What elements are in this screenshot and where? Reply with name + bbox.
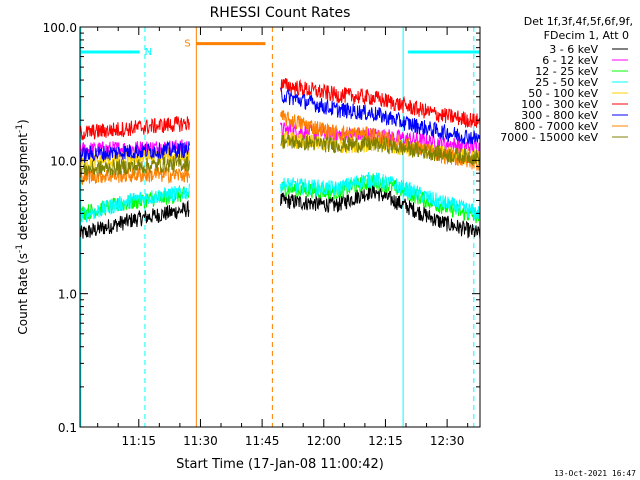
legend-label-3: 25 - 50 keV (535, 76, 598, 89)
series-line-6 (79, 87, 481, 164)
state-segments: SN (80, 39, 480, 58)
y-axis-label-main: Count Rate (s (16, 253, 30, 335)
legend-header-line-2: FDecim 1, Att 0 (544, 29, 629, 42)
series-line-8 (79, 134, 481, 178)
x-tick-label-2: 11:45 (245, 434, 280, 448)
x-tick-label-3: 12:00 (306, 434, 341, 448)
legend-label-7: 800 - 7000 keV (514, 120, 598, 133)
legend-label-6: 300 - 800 keV (521, 109, 598, 122)
axes: 0.1 1.0 10.0 100.0 11:15 11:30 11:45 12:00 12:15… (43, 21, 480, 448)
legend-label-5: 100 - 300 keV (521, 98, 598, 111)
y-tick-label-2: 10.0 (50, 154, 77, 168)
y-tick-label-3: 100.0 (43, 21, 77, 35)
legend-label-1: 6 - 12 keV (542, 54, 598, 67)
legend-label-0: 3 - 6 keV (549, 43, 598, 56)
series-line-3 (79, 171, 481, 225)
legend-header-line-1: Det 1f,3f,4f,5f,6f,9f, (524, 15, 633, 28)
x-tick-label-5: 12:30 (430, 434, 465, 448)
y-axis-label-sup2: -1 (15, 124, 25, 133)
night-label-0: N (145, 47, 152, 58)
y-axis-label-sup1: -1 (15, 244, 25, 253)
x-tick-label-0: 11:15 (121, 434, 156, 448)
y-tick-label-0: 0.1 (58, 421, 77, 435)
vertical-markers (80, 27, 475, 427)
legend-label-2: 12 - 25 keV (535, 65, 598, 78)
y-axis-label: Count Rate (s-1 detector segment-1) (15, 119, 30, 334)
attenuator-label: S (184, 39, 190, 50)
x-tick-label-4: 12:15 (368, 434, 403, 448)
legend-label-4: 50 - 100 keV (528, 87, 598, 100)
plot-frame (79, 26, 481, 428)
x-tick-label-1: 11:30 (183, 434, 218, 448)
y-tick-label-1: 1.0 (58, 288, 77, 302)
footer-timestamp: 13-Oct-2021 16:47 (554, 469, 636, 478)
series-line-5 (79, 77, 481, 141)
x-axis-label: Start Time (17-Jan-08 11:00:42) (176, 457, 384, 472)
y-axis-label-mid: detector segment (16, 133, 30, 244)
y-axis-label-end: ) (16, 119, 30, 124)
series-lines (79, 77, 481, 240)
legend-label-8: 7000 - 15000 keV (500, 131, 598, 144)
series-line-0 (79, 183, 481, 240)
chart-title: RHESSI Count Rates (210, 5, 351, 21)
